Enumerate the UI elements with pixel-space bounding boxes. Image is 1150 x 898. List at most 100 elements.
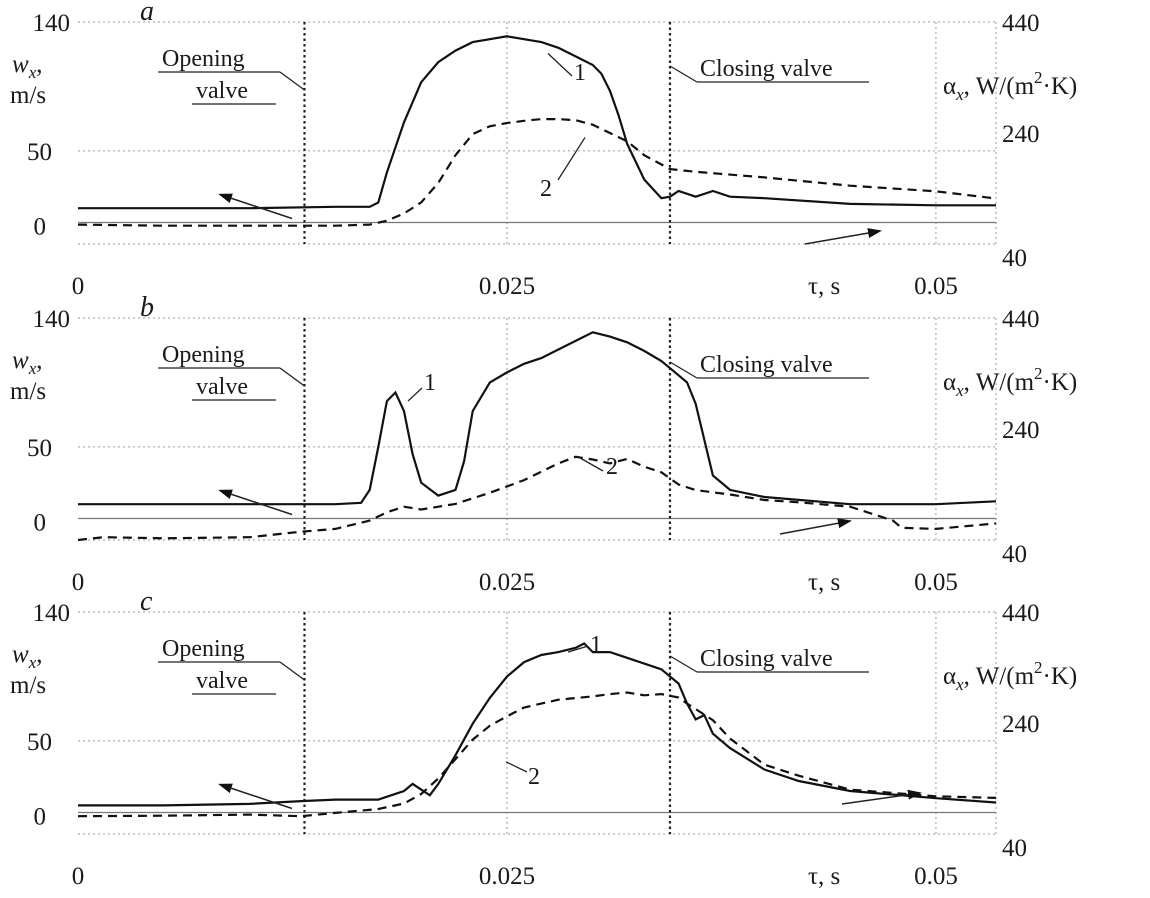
left-axis-arrow (218, 193, 293, 220)
right-axis-superscript: 2 (1034, 658, 1043, 677)
right-axis-arrow (779, 518, 852, 535)
x-tick-label: 0.025 (479, 569, 535, 596)
right-axis-label: αx, W/(m2·K) (943, 68, 1077, 104)
left-axis-label: wx, (12, 347, 42, 378)
series-1-line (78, 35, 996, 210)
right-tick-label: 40 (1002, 541, 1027, 568)
opening-valve-leader (279, 661, 305, 681)
left-tick-label: 140 (33, 600, 71, 627)
right-axis-unit-end: ·K) (1043, 369, 1078, 396)
left-axis-unit: m/s (10, 378, 46, 405)
left-axis-arrow (218, 489, 293, 516)
right-axis-arrow (841, 789, 922, 805)
right-axis-subscript: x (955, 675, 964, 694)
right-axis-symbol: α (943, 663, 956, 690)
series-1-line (78, 331, 997, 506)
series-1-label: 1 (590, 632, 602, 658)
opening-valve-label-line1: Opening (162, 636, 245, 662)
series-1-leader (567, 645, 589, 653)
left-tick-label: 50 (27, 729, 52, 756)
right-axis-arrow (804, 228, 882, 245)
x-tick-label: 0 (72, 863, 85, 890)
opening-valve-label-line2: valve (196, 374, 248, 400)
left-axis-symbol: w (12, 347, 29, 374)
left-axis-arrow (218, 783, 293, 810)
x-axis-label: τ, s (808, 863, 840, 890)
right-axis-unit: , W/(m (964, 369, 1035, 396)
panel-letter: b (140, 292, 154, 323)
right-tick-label: 440 (1002, 10, 1040, 37)
closing-valve-leader (669, 65, 698, 83)
closing-valve-label: Closing valve (700, 646, 833, 672)
x-tick-label: 0.05 (914, 273, 958, 300)
opening-valve-label-line2: valve (196, 78, 248, 104)
series-1-leader (407, 387, 423, 402)
left-axis-comma: , (36, 51, 42, 78)
right-axis-unit-end: ·K) (1043, 73, 1078, 100)
x-tick-label: 0.05 (914, 863, 958, 890)
series-2-leader (557, 137, 586, 181)
series-2-leader (577, 456, 604, 472)
right-tick-label: 240 (1002, 711, 1040, 738)
right-axis-label: αx, W/(m2·K) (943, 658, 1077, 694)
series-2-line (77, 691, 997, 818)
right-tick-label: 40 (1002, 835, 1027, 862)
left-axis-unit: m/s (10, 672, 46, 699)
series-1-label: 1 (424, 370, 436, 396)
right-tick-label: 440 (1002, 306, 1040, 333)
x-tick-label: 0.025 (479, 863, 535, 890)
right-axis-unit-end: ·K) (1043, 663, 1078, 690)
series-2-line (77, 117, 997, 227)
series-1-line (78, 642, 997, 807)
left-axis-subscript: x (28, 653, 37, 672)
right-axis-subscript: x (955, 85, 964, 104)
left-axis-symbol: w (12, 641, 29, 668)
x-tick-label: 0 (72, 569, 85, 596)
x-axis-label: τ, s (808, 569, 840, 596)
x-tick-label: 0.05 (914, 569, 958, 596)
opening-valve-label-line1: Opening (162, 46, 245, 72)
right-axis-symbol: α (943, 73, 956, 100)
right-axis-symbol: α (943, 369, 956, 396)
left-tick-label: 0 (34, 510, 47, 537)
series-2-label: 2 (528, 764, 540, 790)
left-tick-label: 0 (34, 214, 47, 241)
right-axis-superscript: 2 (1034, 364, 1043, 383)
series-2-line (77, 455, 997, 542)
right-axis-unit: , W/(m (964, 73, 1035, 100)
left-axis-comma: , (36, 347, 42, 374)
series-2-leader (505, 761, 528, 773)
left-tick-label: 140 (33, 306, 71, 333)
left-tick-label: 0 (34, 804, 47, 831)
left-axis-comma: , (36, 641, 42, 668)
right-tick-label: 40 (1002, 245, 1027, 272)
closing-valve-leader (669, 361, 698, 379)
left-axis-symbol: w (12, 51, 29, 78)
opening-valve-leader (279, 71, 305, 91)
series-2-label: 2 (540, 176, 552, 202)
left-tick-label: 50 (27, 139, 52, 166)
right-axis-subscript: x (955, 381, 964, 400)
left-axis-subscript: x (28, 359, 37, 378)
closing-valve-label: Closing valve (700, 352, 833, 378)
x-tick-label: 0 (72, 273, 85, 300)
left-axis-label: wx, (12, 51, 42, 82)
left-axis-unit: m/s (10, 82, 46, 109)
opening-valve-label-line1: Opening (162, 342, 245, 368)
right-axis-unit: , W/(m (964, 663, 1035, 690)
left-tick-label: 140 (33, 10, 71, 37)
right-tick-label: 240 (1002, 417, 1040, 444)
series-1-label: 1 (574, 60, 586, 86)
left-axis-label: wx, (12, 641, 42, 672)
left-axis-subscript: x (28, 63, 37, 82)
opening-valve-leader (279, 367, 305, 387)
panel-letter: a (140, 0, 154, 27)
series-2-label: 2 (606, 454, 618, 480)
panel-letter: c (140, 586, 153, 617)
x-axis-label: τ, s (808, 273, 840, 300)
right-tick-label: 440 (1002, 600, 1040, 627)
opening-valve-label-line2: valve (196, 668, 248, 694)
